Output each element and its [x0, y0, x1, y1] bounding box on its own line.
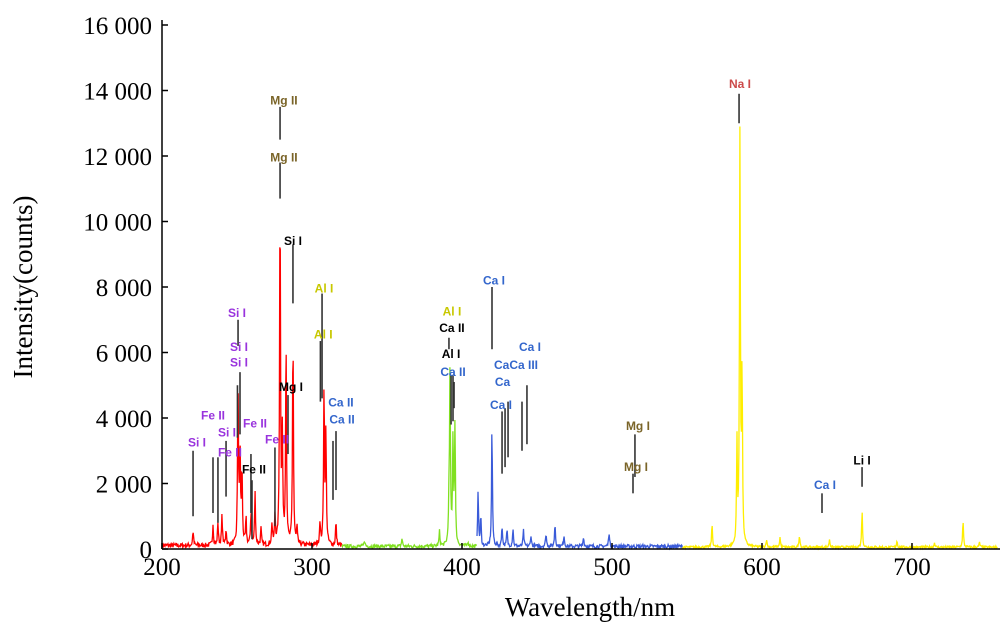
x-tick-label: 500: [593, 554, 631, 581]
annotation-label: Ca II: [440, 365, 465, 379]
spectrum-line-segment-3: [476, 434, 684, 551]
annotation-label: Ca II: [439, 321, 464, 335]
x-tick-label: 300: [293, 554, 331, 581]
annotation-label: Fe II: [243, 416, 267, 430]
annotation-label: Mg I: [279, 380, 303, 394]
annotation-label: Al I: [442, 347, 461, 361]
annotation-label: Mg II: [270, 93, 297, 107]
y-tick-label: 10 000: [83, 210, 152, 237]
x-tick-label: 700: [893, 554, 931, 581]
annotation-label: Fe II: [242, 463, 266, 477]
spectrum-line-segment-2: [341, 367, 478, 550]
y-tick-label: 0: [140, 537, 153, 564]
annotation-label: Ca II: [329, 413, 354, 427]
annotation-label: Ca: [495, 375, 511, 389]
annotation-label: Fe II: [265, 432, 289, 446]
annotation-label: Ca I: [490, 398, 512, 412]
x-tick-label: 200: [143, 554, 181, 581]
axes: 0 2 000 4 000 6 000 8 000 10 000 12 000 14 000 1…: [83, 13, 1000, 581]
annotation-label: Si I: [230, 355, 248, 369]
annotation-label: Li I: [853, 454, 870, 468]
annotation-label: Si I: [230, 340, 248, 354]
annotation-label: CaCa III: [494, 358, 538, 372]
annotation-label: Mg I: [624, 460, 648, 474]
y-tick-label: 2 000: [96, 472, 152, 499]
annotation-label: Si I: [188, 436, 206, 450]
annotation-label: Si I: [284, 234, 302, 248]
y-tick-label: 12 000: [83, 144, 152, 171]
y-tick-label: 4 000: [96, 406, 152, 433]
annotation-label: Na I: [729, 77, 751, 91]
x-axis-label: Wavelength/nm: [505, 592, 675, 622]
annotation-label: Mg II: [270, 151, 297, 165]
y-tick-label: 6 000: [96, 341, 152, 368]
y-tick-label: 8 000: [96, 275, 152, 302]
annotation-label: Al I: [314, 327, 333, 341]
y-tick-label: 16 000: [83, 13, 152, 40]
annotation-label: Ca I: [519, 340, 541, 354]
annotation-label: Al I: [443, 305, 462, 319]
annotation-label: Ca II: [328, 396, 353, 410]
x-tick-label: 400: [443, 554, 481, 581]
annotation-label: Si I: [228, 306, 246, 320]
annotation-label: Fe II: [218, 445, 242, 459]
annotation-label: Ca I: [483, 273, 505, 287]
y-axis-label: Intensity(counts): [8, 196, 38, 379]
y-tick-label: 14 000: [83, 79, 152, 106]
spectrum-line-segment-4: [681, 126, 998, 551]
series-layer: [161, 126, 998, 551]
annotation-label: Mg I: [626, 419, 650, 433]
annotation-label: Fe II: [201, 409, 225, 423]
x-tick-label: 600: [743, 554, 781, 581]
annotation-label: Ca I: [814, 478, 836, 492]
annotation-label: Al I: [315, 282, 334, 296]
annotation-label: Si I: [218, 426, 236, 440]
